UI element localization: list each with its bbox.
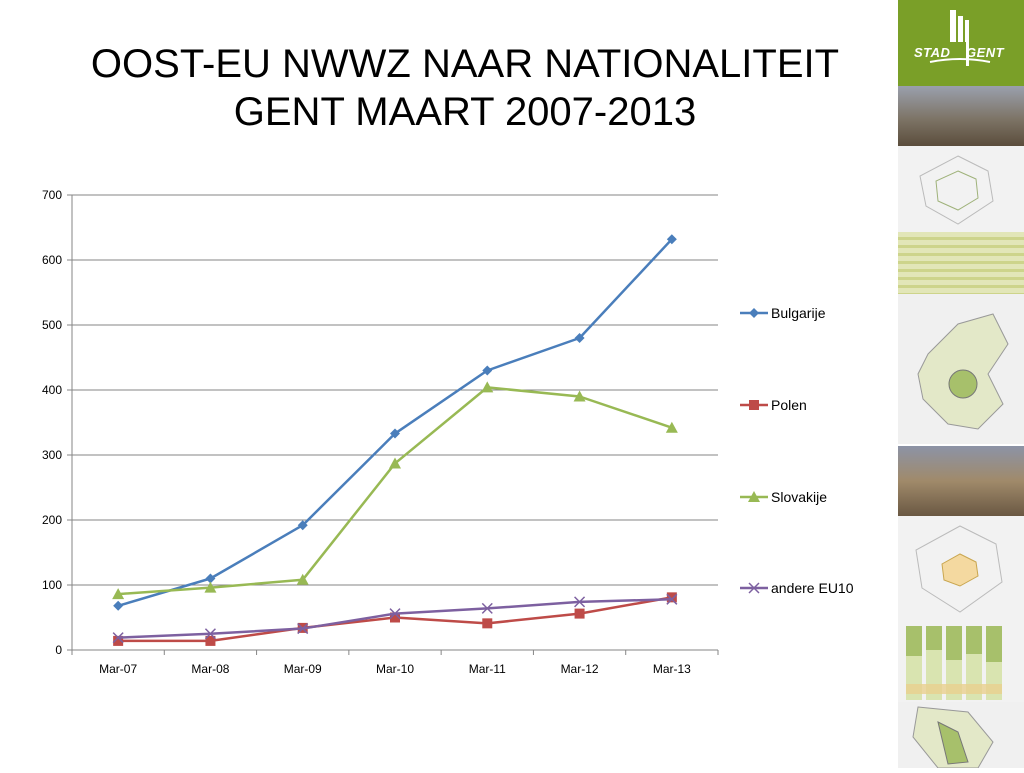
x-tick-label: Mar-08 — [191, 662, 229, 676]
series-line-bulgarije — [117, 238, 673, 607]
stad-gent-logo: STAD GENT — [898, 0, 1024, 86]
data-point-polen — [390, 612, 400, 623]
x-tick-label: Mar-09 — [284, 662, 322, 676]
data-point-bulgarije — [113, 600, 124, 611]
data-point-andere-eu10 — [574, 596, 586, 608]
logo-text-stad: STAD — [914, 45, 951, 60]
data-point-slovakije — [573, 390, 586, 402]
legend-marker-andere-eu10 — [748, 582, 760, 594]
series-line-slovakije — [118, 386, 673, 596]
data-point-slovakije — [665, 421, 678, 433]
data-point-polen — [482, 618, 493, 629]
data-point-bulgarije — [482, 365, 493, 376]
y-tick-label: 0 — [55, 643, 62, 657]
data-point-polen — [574, 608, 585, 619]
thumbnail-stacked-bars — [898, 622, 1024, 702]
y-tick-label: 300 — [42, 448, 62, 462]
data-point-andere-eu10 — [204, 628, 216, 640]
thumbnail-radar-chart-2 — [898, 516, 1024, 622]
y-tick-label: 600 — [42, 253, 62, 267]
y-tick-label: 700 — [42, 188, 62, 202]
data-point-bulgarije — [297, 520, 308, 531]
data-point-slovakije — [296, 573, 309, 585]
thumbnail-radar-chart — [898, 146, 1024, 232]
legend-label-andere-eu10: andere EU10 — [771, 580, 854, 596]
title-line-2: GENT MAART 2007-2013 — [233, 90, 697, 134]
data-point-bulgarije — [666, 234, 677, 245]
data-point-andere-eu10 — [297, 623, 309, 635]
x-tick-label: Mar-12 — [561, 662, 599, 676]
y-tick-label: 200 — [42, 513, 62, 527]
data-point-slovakije — [481, 381, 494, 393]
data-point-bulgarije — [574, 333, 585, 343]
y-tick-label: 400 — [42, 383, 62, 397]
data-point-slovakije — [112, 588, 125, 600]
data-point-bulgarije — [390, 428, 400, 439]
data-point-polen — [113, 635, 124, 646]
city-towers-icon — [929, 10, 991, 66]
data-point-andere-eu10 — [389, 608, 401, 620]
thumbnail-table — [898, 232, 1024, 294]
x-tick-label: Mar-10 — [376, 662, 414, 676]
thumbnail-city-photo-2 — [898, 446, 1024, 516]
legend-marker-polen — [749, 400, 759, 410]
data-point-andere-eu10 — [112, 632, 124, 644]
legend-marker-bulgarije — [749, 308, 759, 318]
data-point-andere-eu10 — [666, 593, 678, 605]
thumbnail-city-photo — [898, 86, 1024, 146]
legend-label-polen: Polen — [771, 397, 807, 413]
legend-label-bulgarije: Bulgarije — [771, 305, 826, 321]
line-chart: 0 100 200 300 400 500 600 700 Mar-07 Mar-08 Mar-09… — [42, 188, 854, 676]
data-point-andere-eu10 — [481, 602, 493, 614]
x-tick-label: Mar-07 — [99, 662, 137, 676]
thumbnail-map — [898, 294, 1024, 444]
x-tick-label: Mar-13 — [653, 662, 691, 676]
decorative-side-strip: STAD GENT — [898, 0, 1024, 769]
y-tick-label: 500 — [42, 318, 62, 332]
slide-title: OOST-EU NWWZ NAAR NATIONALITEIT GENT MAA… — [40, 40, 890, 136]
legend-marker-slovakije — [748, 491, 760, 502]
legend-label-slovakije: Slovakije — [771, 489, 827, 505]
x-tick-label: Mar-11 — [469, 662, 506, 676]
data-point-slovakije — [204, 581, 217, 593]
data-point-bulgarije — [205, 573, 216, 584]
logo-text-gent: GENT — [966, 45, 1005, 60]
title-line-1: OOST-EU NWWZ NAAR NATIONALITEIT — [90, 42, 840, 86]
y-tick-label: 100 — [42, 578, 62, 592]
data-point-polen — [666, 592, 677, 603]
data-point-polen — [205, 635, 216, 646]
thumbnail-map-2 — [898, 702, 1024, 769]
data-point-slovakije — [389, 457, 401, 469]
